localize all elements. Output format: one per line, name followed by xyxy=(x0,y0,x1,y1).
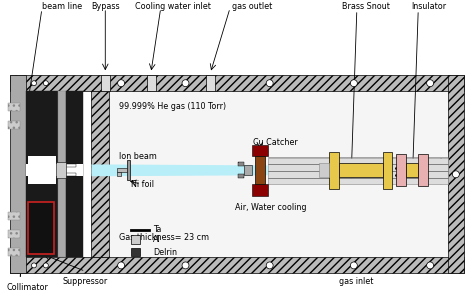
Bar xyxy=(268,158,448,164)
Text: R2: R2 xyxy=(64,161,74,170)
Bar xyxy=(10,258,464,273)
Bar xyxy=(26,164,83,176)
Bar xyxy=(28,202,54,253)
Bar xyxy=(8,248,20,255)
Bar xyxy=(117,172,121,176)
Text: gas inlet: gas inlet xyxy=(339,277,374,286)
Bar xyxy=(238,174,244,178)
Bar xyxy=(66,91,83,258)
Bar xyxy=(319,163,329,177)
Bar xyxy=(64,173,75,176)
Text: Cu Catcher: Cu Catcher xyxy=(253,138,298,147)
Bar xyxy=(127,161,130,180)
Bar xyxy=(268,171,448,178)
Text: Bypass: Bypass xyxy=(91,2,119,11)
Text: gas outlet: gas outlet xyxy=(232,2,272,11)
Bar xyxy=(8,230,20,238)
Bar xyxy=(131,248,140,256)
Bar xyxy=(418,154,428,186)
Text: Collimator: Collimator xyxy=(6,283,48,292)
Bar xyxy=(8,103,20,111)
Bar xyxy=(26,91,58,258)
Text: Gas thickness= 23 cm: Gas thickness= 23 cm xyxy=(119,233,210,242)
Bar xyxy=(64,164,75,167)
Bar xyxy=(255,156,265,184)
Text: Air, Water cooling: Air, Water cooling xyxy=(235,203,307,213)
Text: beam line: beam line xyxy=(42,2,82,11)
Bar xyxy=(448,75,464,273)
Bar xyxy=(101,75,110,91)
Text: Brass Snout: Brass Snout xyxy=(342,2,390,11)
Bar xyxy=(56,162,66,178)
Bar xyxy=(252,184,268,196)
Bar xyxy=(10,75,26,273)
Bar xyxy=(406,163,418,177)
Circle shape xyxy=(350,80,357,87)
Circle shape xyxy=(452,171,459,178)
Circle shape xyxy=(350,262,357,269)
Bar xyxy=(10,75,464,91)
Circle shape xyxy=(266,262,273,269)
Circle shape xyxy=(427,80,434,87)
Bar xyxy=(131,235,140,244)
Bar xyxy=(147,75,156,91)
Text: Suppressor: Suppressor xyxy=(63,277,108,286)
Bar xyxy=(268,164,448,171)
Text: Ni foil: Ni foil xyxy=(131,180,154,189)
Circle shape xyxy=(182,80,189,87)
Bar xyxy=(252,145,268,156)
Bar xyxy=(244,166,252,175)
Bar xyxy=(28,156,56,164)
Bar xyxy=(268,178,448,184)
Bar xyxy=(383,151,392,189)
Circle shape xyxy=(266,80,273,87)
Bar xyxy=(91,91,109,258)
Text: 99.999% He gas (110 Torr): 99.999% He gas (110 Torr) xyxy=(119,102,226,111)
Bar xyxy=(206,75,215,91)
Text: Ion beam: Ion beam xyxy=(119,152,157,161)
Text: Insulator: Insulator xyxy=(411,2,447,11)
Circle shape xyxy=(31,81,36,86)
Circle shape xyxy=(31,263,36,268)
Bar xyxy=(339,163,383,177)
Bar xyxy=(8,212,20,220)
Bar xyxy=(396,154,406,186)
Bar xyxy=(117,168,127,172)
Text: Cooling water inlet: Cooling water inlet xyxy=(135,2,210,11)
Bar xyxy=(28,176,56,184)
Circle shape xyxy=(182,262,189,269)
Text: R1: R1 xyxy=(14,161,25,170)
Text: Delrin: Delrin xyxy=(153,248,177,257)
Circle shape xyxy=(44,263,48,268)
Bar xyxy=(58,91,66,258)
Polygon shape xyxy=(91,164,268,176)
Bar xyxy=(238,162,244,166)
Circle shape xyxy=(44,81,48,86)
Text: Al: Al xyxy=(153,235,161,244)
Circle shape xyxy=(427,262,434,269)
Text: Ta: Ta xyxy=(153,225,161,234)
Bar xyxy=(8,121,20,129)
Circle shape xyxy=(118,80,125,87)
Circle shape xyxy=(118,262,125,269)
Bar xyxy=(109,91,448,258)
Bar xyxy=(329,151,339,189)
